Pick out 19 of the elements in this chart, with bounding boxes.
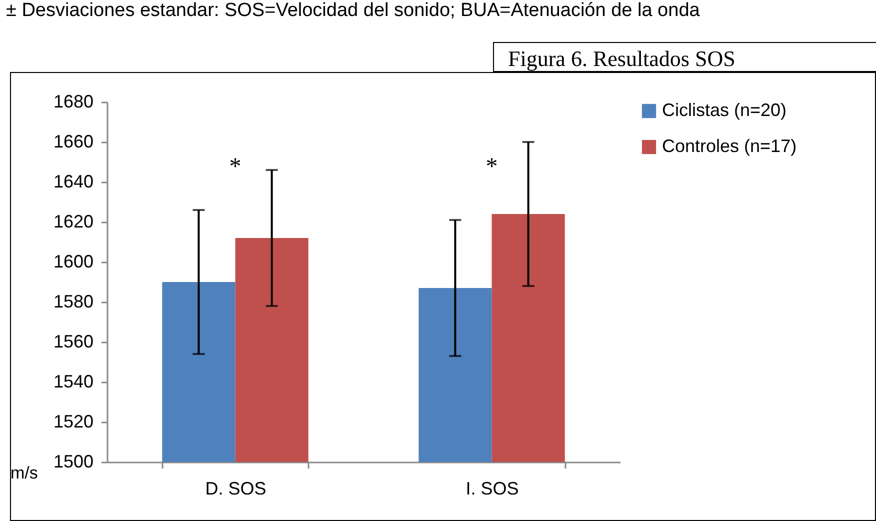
y-tick-label: 1680 bbox=[53, 92, 94, 112]
annotation: * bbox=[486, 154, 498, 180]
y-tick-label: 1580 bbox=[53, 292, 94, 312]
y-axis-title: m/s bbox=[10, 464, 38, 482]
annotation: * bbox=[229, 154, 242, 180]
y-tick-label: 1620 bbox=[53, 212, 94, 232]
y-tick-label: 1660 bbox=[53, 132, 94, 152]
chart-title: Figura 6. Resultados SOS bbox=[493, 42, 876, 72]
y-tick-label: 1500 bbox=[53, 452, 94, 472]
y-tick-label: 1520 bbox=[53, 412, 94, 432]
legend-label: Ciclistas (n=20) bbox=[662, 100, 787, 120]
x-tick-label: D. SOS bbox=[205, 478, 266, 498]
y-tick-label: 1600 bbox=[53, 252, 94, 272]
y-tick-label: 1560 bbox=[53, 332, 94, 352]
y-tick-label: 1640 bbox=[53, 172, 94, 192]
x-tick-label: I. SOS bbox=[466, 478, 519, 498]
y-tick-label: 1540 bbox=[53, 372, 94, 392]
text: ± Desviaciones estandar: SOS=Velocidad del sonido; BUA=Atenuación de la onda bbox=[6, 0, 700, 22]
legend-label: Controles (n=17) bbox=[662, 136, 797, 156]
